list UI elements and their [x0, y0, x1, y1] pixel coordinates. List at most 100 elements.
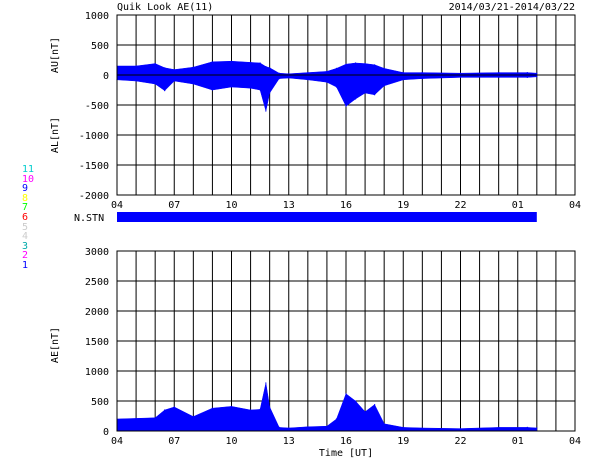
au-point [402, 72, 404, 74]
station-number: 11 [22, 164, 35, 175]
au-point [278, 72, 280, 74]
station-count-bar [117, 212, 537, 222]
y-tick-label: 2500 [85, 277, 109, 288]
y-tick-label: 500 [91, 397, 109, 408]
au-point [307, 72, 309, 74]
station-number: 9 [22, 183, 29, 195]
al-point [307, 79, 309, 81]
x-tick-label: 13 [283, 200, 295, 211]
x-tick-label: 19 [397, 200, 409, 211]
al-point [383, 85, 385, 87]
x-tick-label: 07 [168, 200, 180, 211]
al-point [374, 94, 376, 96]
al-point [288, 77, 290, 79]
ae-point [364, 411, 366, 413]
y-tick-label: -1000 [79, 131, 109, 142]
al-point [211, 89, 214, 91]
y-tick-label: -1500 [79, 161, 109, 172]
x-tick-label: 10 [225, 200, 237, 211]
al-point [354, 98, 357, 100]
au-point [421, 72, 423, 74]
ae-point [374, 404, 376, 406]
station-number: 6 [22, 212, 29, 223]
x-tick-label: 04 [569, 200, 581, 211]
y-tick-label: 0 [103, 427, 109, 438]
au-axis-label: AU[nT] [50, 37, 61, 73]
au-point [383, 67, 385, 69]
au-point [498, 72, 500, 74]
ae-point [265, 382, 267, 384]
al-point [402, 79, 404, 81]
plot-frame [116, 250, 576, 432]
au-point [154, 63, 156, 65]
au-point [211, 61, 214, 63]
al-point [526, 76, 528, 78]
ae-point [526, 426, 528, 428]
al-point [345, 105, 347, 107]
x-tick-label: 16 [340, 200, 352, 211]
y-tick-label: 1500 [85, 337, 109, 348]
x-tick-label: 01 [512, 436, 524, 447]
ae-point [192, 416, 194, 418]
al-point [498, 76, 500, 78]
y-tick-label: -2000 [79, 191, 109, 202]
x-tick-label: 04 [111, 436, 123, 447]
ae-point [345, 393, 347, 395]
x-tick-label: 16 [340, 436, 352, 447]
ae-point [421, 427, 423, 429]
au-point [374, 64, 376, 66]
al-point [421, 78, 423, 80]
ae-point [402, 426, 404, 428]
y-tick-label: -500 [85, 101, 109, 112]
au-point [192, 66, 194, 68]
x-tick-label: 22 [454, 200, 466, 211]
au-point [526, 72, 528, 74]
au-point [459, 72, 462, 74]
station-number: 7 [22, 202, 29, 214]
al-point [249, 87, 252, 89]
au-point [164, 67, 166, 69]
au-point [259, 62, 261, 64]
al-point [164, 90, 166, 92]
au-al-series [116, 60, 575, 112]
ae-point [135, 417, 137, 419]
y-tick-label: 3000 [85, 247, 109, 258]
x-tick-label: 04 [569, 436, 581, 447]
ae-point [536, 427, 538, 429]
y-tick-label: 1000 [85, 367, 109, 378]
chart-title: Quik Look AE(11) [117, 2, 213, 13]
au-point [364, 63, 366, 65]
ae-point [288, 427, 290, 429]
al-point [192, 83, 194, 85]
al-axis-label: AL[nT] [50, 117, 61, 153]
ae-point [383, 423, 385, 425]
station-number: 3 [22, 240, 29, 252]
station-number: 8 [22, 192, 29, 204]
au-point [265, 66, 267, 68]
x-tick-label: 22 [454, 436, 466, 447]
x-tick-label: 01 [512, 200, 524, 211]
ae-point [154, 417, 156, 419]
al-point [326, 81, 328, 83]
ae-point [164, 409, 166, 411]
au-point [536, 72, 538, 74]
station-number: 4 [22, 231, 29, 243]
ae-point [307, 426, 309, 428]
al-point [173, 80, 175, 82]
x-tick-label: 10 [225, 436, 237, 447]
x-tick-label: 07 [168, 436, 180, 447]
station-number: 10 [22, 173, 35, 185]
al-point [135, 80, 137, 82]
al-point [459, 76, 462, 78]
station-number: 2 [22, 250, 29, 262]
y-tick-label: 0 [103, 71, 109, 82]
ae-point [335, 418, 338, 420]
ae-point [278, 426, 280, 428]
al-point [265, 110, 267, 112]
ae-point [173, 406, 175, 408]
al-point [278, 78, 280, 80]
al-point [154, 83, 156, 85]
